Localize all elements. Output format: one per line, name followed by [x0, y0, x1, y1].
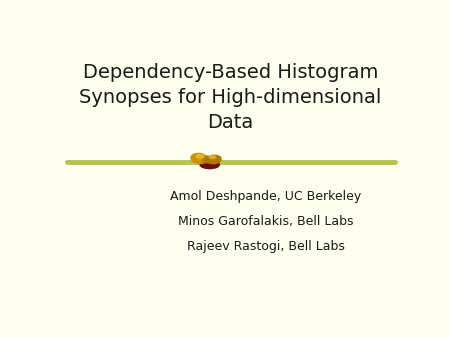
Ellipse shape — [209, 156, 216, 159]
Ellipse shape — [207, 155, 221, 164]
Text: Dependency-Based Histogram
Synopses for High-dimensional
Data: Dependency-Based Histogram Synopses for … — [80, 63, 382, 132]
Text: Minos Garofalakis, Bell Labs: Minos Garofalakis, Bell Labs — [178, 215, 353, 228]
Ellipse shape — [200, 161, 219, 169]
Ellipse shape — [191, 153, 207, 164]
Text: Amol Deshpande, UC Berkeley: Amol Deshpande, UC Berkeley — [170, 190, 361, 203]
Text: Rajeev Rastogi, Bell Labs: Rajeev Rastogi, Bell Labs — [187, 240, 344, 253]
Ellipse shape — [203, 156, 211, 163]
Ellipse shape — [196, 154, 204, 158]
